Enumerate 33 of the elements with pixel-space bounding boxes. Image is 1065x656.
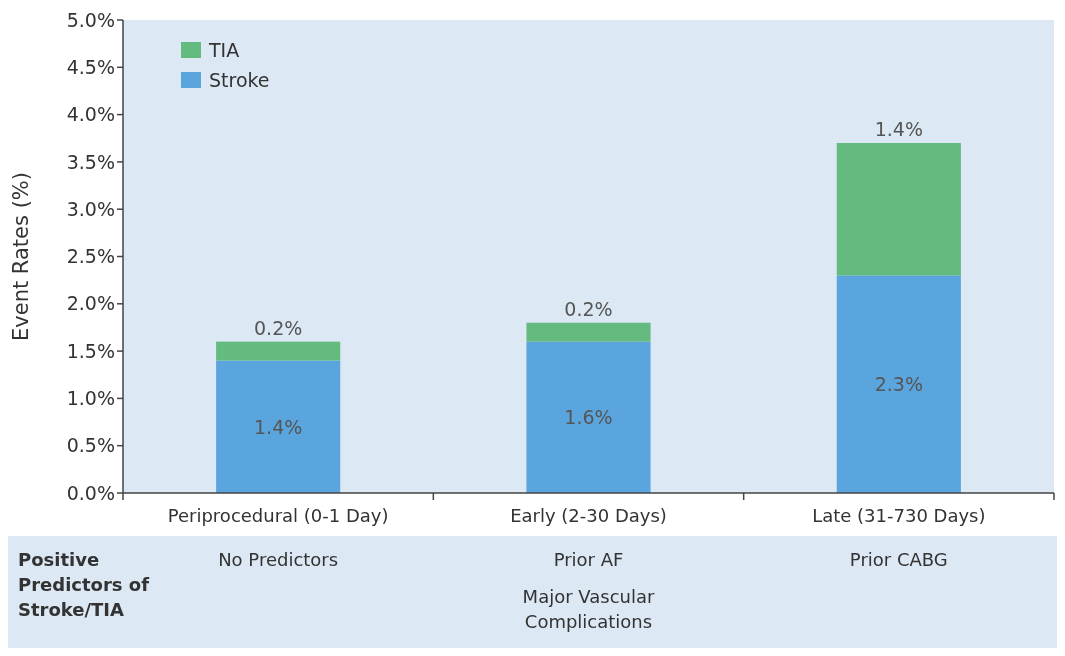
y-tick-label: 1.0% [66, 387, 115, 410]
bar [836, 142, 961, 276]
text: Prior AF Major Vascular Complications [522, 549, 655, 632]
data-label: 0.2% [254, 316, 303, 339]
y-tick-label: 4.0% [66, 103, 115, 126]
x-tick-label: Early (2-30 Days) [510, 505, 667, 526]
data-label: 2.3% [874, 373, 923, 396]
bar [216, 341, 341, 361]
bar [526, 341, 651, 493]
y-tick-label: 2.0% [66, 292, 115, 315]
legend-label: Stroke [209, 68, 270, 91]
data-label: 1.4% [874, 117, 923, 140]
text: Prior CABG [849, 549, 948, 570]
y-tick-label: 2.5% [66, 245, 115, 268]
y-tick-label: 3.5% [66, 150, 115, 173]
y-tick-label: 5.0% [66, 8, 115, 31]
x-tick-label: Periprocedural (0-1 Day) [167, 505, 389, 526]
bar [216, 360, 341, 493]
legend-label: TIA [208, 38, 240, 61]
y-tick-label: 3.0% [66, 197, 115, 220]
text: No Predictors [218, 549, 339, 570]
y-tick-label: 4.5% [66, 55, 115, 78]
x-tick-label: Late (31-730 Days) [812, 505, 986, 526]
y-axis-title: Event Rates (%) [9, 172, 33, 341]
data-label: 0.2% [564, 297, 613, 320]
data-label: 1.6% [564, 406, 613, 429]
data-label: 1.4% [254, 415, 303, 438]
text: Positive Predictors of Stroke/TIA [18, 549, 150, 620]
y-tick-label: 0.5% [66, 434, 115, 457]
bar [836, 275, 961, 493]
bar [526, 322, 651, 342]
y-tick-label: 1.5% [66, 339, 115, 362]
y-tick-label: 0.0% [66, 481, 115, 504]
